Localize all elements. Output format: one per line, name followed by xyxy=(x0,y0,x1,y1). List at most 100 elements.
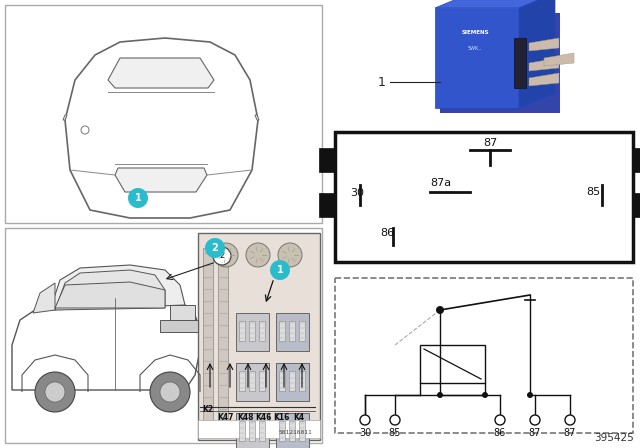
Polygon shape xyxy=(115,168,207,192)
Bar xyxy=(279,321,285,341)
Polygon shape xyxy=(519,0,555,108)
Bar xyxy=(289,421,295,441)
Bar xyxy=(218,248,228,428)
Text: K4: K4 xyxy=(293,413,305,422)
Bar xyxy=(198,233,320,440)
Polygon shape xyxy=(108,58,214,88)
Bar xyxy=(259,421,265,441)
Circle shape xyxy=(360,415,370,425)
Circle shape xyxy=(527,392,533,398)
Bar xyxy=(239,421,245,441)
Polygon shape xyxy=(529,58,559,71)
Bar xyxy=(279,421,285,441)
Bar xyxy=(249,421,255,441)
Polygon shape xyxy=(33,283,55,313)
Text: 30: 30 xyxy=(359,428,371,438)
Bar xyxy=(514,38,526,88)
Text: 1: 1 xyxy=(378,76,386,89)
Polygon shape xyxy=(55,282,165,308)
Bar xyxy=(249,321,255,341)
Text: 85: 85 xyxy=(389,428,401,438)
Text: 87: 87 xyxy=(564,428,576,438)
Bar xyxy=(299,321,305,341)
Circle shape xyxy=(530,415,540,425)
Circle shape xyxy=(205,238,225,258)
Circle shape xyxy=(436,306,444,314)
Bar xyxy=(259,371,265,391)
Bar xyxy=(319,193,335,217)
Text: 86: 86 xyxy=(380,228,394,238)
Bar xyxy=(239,371,245,391)
Bar xyxy=(299,421,305,441)
Text: 30: 30 xyxy=(350,188,364,198)
Bar xyxy=(276,313,309,351)
Bar xyxy=(633,193,640,217)
Bar xyxy=(319,148,335,172)
Text: SIEMENS: SIEMENS xyxy=(461,30,489,35)
Bar xyxy=(239,321,245,341)
Text: K47: K47 xyxy=(218,413,234,422)
Bar xyxy=(289,371,295,391)
Bar xyxy=(276,363,309,401)
Circle shape xyxy=(482,392,488,398)
Text: 1: 1 xyxy=(276,265,284,275)
Bar xyxy=(289,321,295,341)
Bar xyxy=(5,228,322,443)
Polygon shape xyxy=(529,38,559,51)
Bar xyxy=(299,371,305,391)
Text: 87: 87 xyxy=(483,138,497,148)
Bar xyxy=(259,321,265,341)
Bar xyxy=(5,5,322,223)
Text: 395425: 395425 xyxy=(595,433,634,443)
Bar xyxy=(249,371,255,391)
Text: 85: 85 xyxy=(586,187,600,197)
Circle shape xyxy=(128,188,148,208)
Bar xyxy=(160,320,198,332)
Circle shape xyxy=(35,372,75,412)
Circle shape xyxy=(214,243,238,267)
Polygon shape xyxy=(55,270,165,310)
Text: K16: K16 xyxy=(273,413,289,422)
Bar xyxy=(335,132,633,262)
Bar xyxy=(236,313,269,351)
Polygon shape xyxy=(50,265,185,310)
Text: 87: 87 xyxy=(529,428,541,438)
Circle shape xyxy=(246,243,270,267)
Polygon shape xyxy=(544,53,574,66)
Circle shape xyxy=(160,382,180,402)
Text: 501216011: 501216011 xyxy=(278,430,312,435)
Bar xyxy=(198,420,320,438)
Bar xyxy=(420,345,485,383)
Bar xyxy=(236,363,269,401)
Circle shape xyxy=(565,415,575,425)
Text: K2: K2 xyxy=(202,405,214,414)
Text: 2: 2 xyxy=(220,251,225,260)
Circle shape xyxy=(150,372,190,412)
Polygon shape xyxy=(435,0,555,8)
Bar xyxy=(276,413,309,448)
Polygon shape xyxy=(65,38,258,218)
Polygon shape xyxy=(63,115,67,120)
Bar xyxy=(170,305,195,320)
Text: K48: K48 xyxy=(237,413,253,422)
Circle shape xyxy=(45,382,65,402)
Text: 1: 1 xyxy=(134,193,141,203)
Bar xyxy=(633,148,640,172)
Circle shape xyxy=(270,260,290,280)
Text: 5WK..: 5WK.. xyxy=(468,46,482,51)
Bar xyxy=(279,371,285,391)
Bar xyxy=(236,413,269,448)
Text: 2: 2 xyxy=(212,243,218,253)
Bar xyxy=(435,8,519,108)
Polygon shape xyxy=(12,295,200,390)
Circle shape xyxy=(390,415,400,425)
Polygon shape xyxy=(529,73,559,86)
Bar xyxy=(203,248,213,428)
Text: K46: K46 xyxy=(255,413,271,422)
Bar xyxy=(335,278,633,433)
Bar xyxy=(440,13,560,113)
Circle shape xyxy=(437,392,443,398)
Circle shape xyxy=(495,415,505,425)
Text: 86: 86 xyxy=(494,428,506,438)
Circle shape xyxy=(213,247,231,265)
